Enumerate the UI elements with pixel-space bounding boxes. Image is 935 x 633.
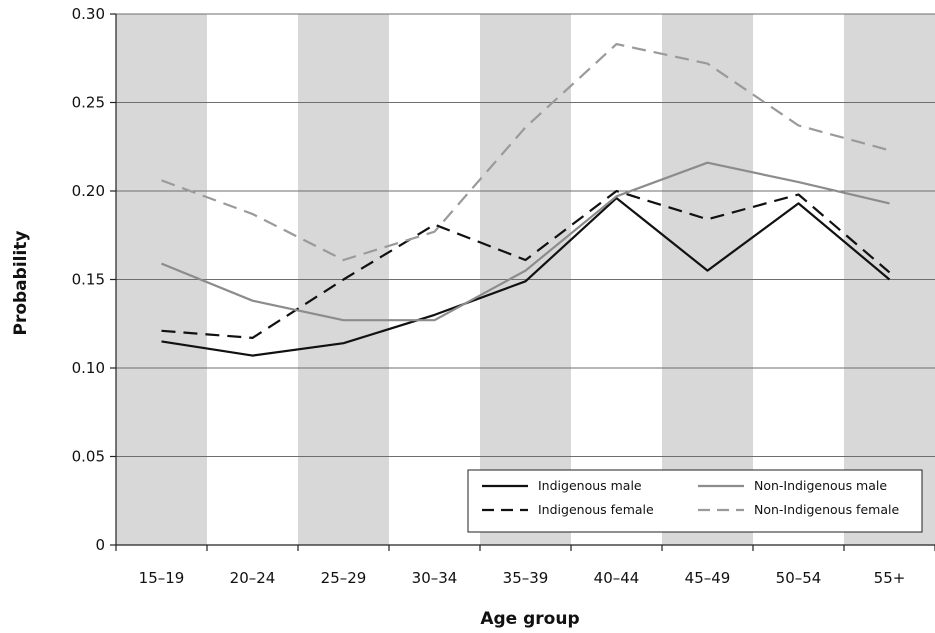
axes <box>110 13 935 551</box>
legend-label: Non-Indigenous male <box>754 478 887 493</box>
y-tick-labels: 0 0.05 0.10 0.15 0.20 0.25 0.30 <box>72 5 105 554</box>
legend-box <box>467 469 923 533</box>
x-tick-label: 50–54 <box>776 569 822 587</box>
y-tick-label: 0.15 <box>72 271 105 289</box>
x-tick-label: 55+ <box>874 569 906 587</box>
x-tick-label: 15–19 <box>139 569 185 587</box>
y-tick-label: 0.25 <box>72 94 105 112</box>
y-tick-label: 0.10 <box>72 359 105 377</box>
y-tick-label: 0 <box>95 536 105 554</box>
y-tick-label: 0.05 <box>72 448 105 466</box>
legend: Indigenous male Indigenous female Non-Indi… <box>467 469 923 533</box>
x-tick-label: 40–44 <box>594 569 640 587</box>
x-tick-label: 35–39 <box>503 569 549 587</box>
x-tick-label: 20–24 <box>230 569 276 587</box>
y-axis-title: Probability <box>11 230 31 335</box>
x-axis-title: Age group <box>480 609 579 629</box>
y-tick-label: 0.20 <box>72 182 105 200</box>
series-line <box>161 161 890 322</box>
grid-lines <box>116 13 935 457</box>
x-tick-label: 25–29 <box>321 569 367 587</box>
y-tick-label: 0.30 <box>72 5 105 23</box>
legend-label: Indigenous female <box>538 502 654 517</box>
x-tick-label: 45–49 <box>685 569 731 587</box>
x-tick-labels: 15–19 20–24 25–29 30–34 35–39 40–44 45–49 50–54… <box>139 569 906 587</box>
series-line <box>161 189 891 339</box>
series-line <box>161 197 891 357</box>
legend-label: Non-Indigenous female <box>754 502 899 517</box>
legend-label: Indigenous male <box>538 478 642 493</box>
series-lines <box>161 42 891 357</box>
x-tick-label: 30–34 <box>412 569 458 587</box>
